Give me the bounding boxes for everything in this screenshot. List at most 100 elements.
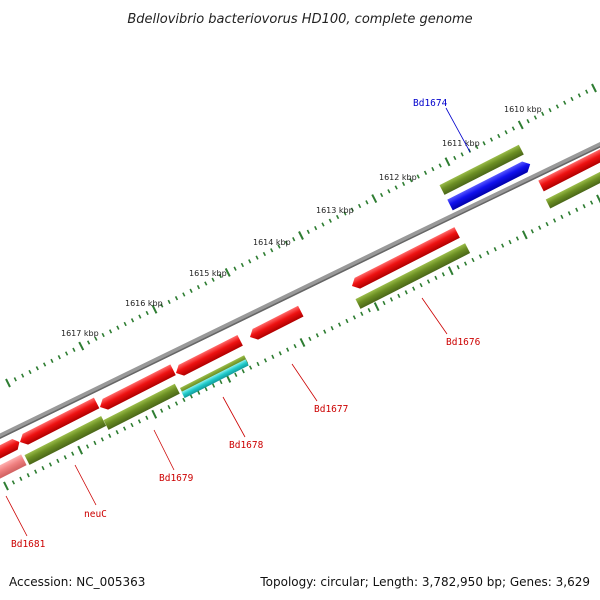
outer-minor-tick bbox=[94, 336, 98, 341]
outer-minor-tick bbox=[365, 200, 369, 205]
outer-minor-tick bbox=[475, 144, 479, 150]
inner-minor-tick bbox=[256, 361, 260, 367]
outer-minor-tick bbox=[240, 262, 245, 268]
cds-feature-bd1681[interactable] bbox=[0, 437, 22, 463]
outer-minor-tick bbox=[489, 137, 494, 142]
gene-label-neuc[interactable]: neuC bbox=[84, 509, 107, 520]
outer-minor-tick bbox=[270, 248, 274, 253]
inner-major-tick bbox=[521, 230, 528, 240]
gene-feature-bd1673[interactable] bbox=[545, 163, 600, 209]
outer-minor-tick bbox=[218, 273, 223, 279]
inner-minor-tick bbox=[456, 265, 460, 270]
inner-scale-ticks bbox=[3, 194, 600, 491]
inner-minor-tick bbox=[145, 415, 149, 420]
outer-minor-tick bbox=[387, 189, 391, 194]
cds-feature-bd1673[interactable] bbox=[538, 144, 600, 192]
inner-major-tick bbox=[373, 302, 380, 312]
inner-minor-tick bbox=[293, 343, 297, 349]
outer-minor-tick bbox=[548, 107, 552, 113]
inner-minor-tick bbox=[48, 462, 53, 467]
inner-minor-tick bbox=[93, 440, 97, 446]
inner-minor-tick bbox=[56, 458, 60, 464]
outer-minor-tick bbox=[116, 325, 120, 330]
outer-minor-tick bbox=[570, 96, 574, 102]
outer-minor-tick bbox=[101, 332, 105, 338]
outer-minor-tick bbox=[497, 133, 501, 139]
inner-minor-tick bbox=[219, 379, 223, 385]
inner-minor-tick bbox=[204, 386, 208, 392]
inner-minor-tick bbox=[160, 408, 164, 413]
gene-feature-bd1674[interactable] bbox=[439, 144, 524, 195]
inner-minor-tick bbox=[545, 221, 549, 227]
outer-minor-tick bbox=[277, 244, 281, 249]
feature-tracks bbox=[0, 144, 600, 483]
outer-minor-tick bbox=[453, 155, 457, 161]
inner-minor-tick bbox=[404, 290, 408, 295]
genome-backbone bbox=[0, 142, 600, 440]
outer-minor-tick bbox=[533, 115, 538, 120]
outer-minor-tick bbox=[57, 355, 61, 360]
inner-minor-tick bbox=[389, 297, 394, 302]
outer-minor-tick bbox=[585, 89, 589, 94]
outer-scale-ticks bbox=[5, 83, 597, 388]
inner-minor-tick bbox=[26, 473, 30, 478]
inner-minor-tick bbox=[248, 365, 253, 370]
inner-minor-tick bbox=[234, 372, 238, 377]
inner-minor-tick bbox=[41, 465, 45, 471]
outer-minor-tick bbox=[292, 237, 296, 242]
inner-minor-tick bbox=[182, 397, 186, 403]
cds-feature-bd1677[interactable] bbox=[247, 305, 304, 343]
outer-minor-tick bbox=[328, 218, 332, 223]
scale-label-1615: 1615 kbp bbox=[189, 269, 227, 278]
inner-minor-tick bbox=[137, 419, 142, 424]
gene-label-bd1677[interactable]: Bd1677 bbox=[314, 404, 348, 415]
outer-minor-tick bbox=[460, 152, 464, 157]
inner-minor-tick bbox=[197, 390, 201, 395]
faded-feature-bd1681[interactable] bbox=[0, 454, 27, 483]
cds-feature-neuc[interactable] bbox=[17, 397, 100, 448]
cds-feature-bd1678[interactable] bbox=[173, 334, 243, 378]
gene-feature-neuc[interactable] bbox=[24, 416, 107, 465]
inner-minor-tick bbox=[330, 325, 334, 331]
rna-feature-bd1678[interactable] bbox=[181, 359, 249, 399]
inner-minor-tick bbox=[11, 480, 16, 485]
scale-label-1616: 1616 kbp bbox=[125, 299, 163, 308]
inner-minor-tick bbox=[530, 229, 534, 234]
outer-minor-tick bbox=[526, 119, 530, 124]
outer-minor-tick bbox=[174, 296, 179, 301]
inner-minor-tick bbox=[211, 383, 216, 388]
inner-minor-tick bbox=[382, 300, 386, 306]
gene-label-bd1679[interactable]: Bd1679 bbox=[159, 473, 194, 484]
cds-feature-bd1674[interactable] bbox=[447, 159, 533, 211]
outer-minor-tick bbox=[182, 292, 186, 297]
outer-minor-tick bbox=[233, 266, 237, 271]
inner-minor-tick bbox=[493, 247, 497, 252]
cds-feature-bd1676[interactable] bbox=[349, 227, 460, 291]
cds-feature-bd1679[interactable] bbox=[97, 364, 176, 412]
outer-minor-tick bbox=[189, 288, 193, 293]
gene-label-bd1678[interactable]: Bd1678 bbox=[229, 440, 264, 451]
inner-minor-tick bbox=[115, 430, 119, 435]
gene-feature-bd1676[interactable] bbox=[355, 243, 471, 309]
inner-major-tick bbox=[3, 481, 9, 491]
gene-label-bd1674[interactable]: Bd1674 bbox=[413, 98, 448, 109]
outer-minor-tick bbox=[262, 251, 267, 257]
inner-major-tick bbox=[447, 266, 454, 276]
inner-major-tick bbox=[151, 409, 158, 419]
gene-feature-bd1679[interactable] bbox=[103, 383, 180, 430]
outer-minor-tick bbox=[504, 130, 508, 135]
inner-minor-tick bbox=[286, 347, 290, 352]
inner-minor-tick bbox=[397, 293, 401, 299]
outer-minor-tick bbox=[35, 366, 39, 371]
outer-minor-tick bbox=[86, 340, 91, 345]
outer-minor-tick bbox=[416, 174, 420, 179]
outer-major-tick bbox=[371, 194, 378, 204]
gene-label-bd1676[interactable]: Bd1676 bbox=[446, 337, 481, 348]
outer-minor-tick bbox=[255, 255, 259, 260]
inner-minor-tick bbox=[100, 437, 104, 442]
outer-minor-tick bbox=[284, 240, 288, 246]
accession-label: Accession: NC_005363 bbox=[9, 575, 145, 589]
inner-minor-tick bbox=[352, 315, 357, 320]
gene-label-bd1681[interactable]: Bd1681 bbox=[11, 539, 46, 550]
